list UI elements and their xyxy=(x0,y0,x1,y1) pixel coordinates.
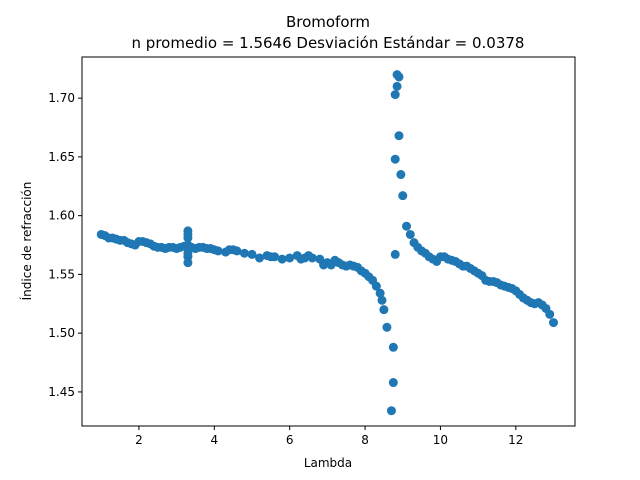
y-tick-label: 1.50 xyxy=(48,326,75,340)
y-tick-label: 1.60 xyxy=(48,209,75,223)
point xyxy=(545,309,555,319)
y-axis-label: Índice de refracción xyxy=(19,182,34,301)
x-tick-label: 2 xyxy=(135,433,143,447)
point xyxy=(247,249,257,259)
x-tick-label: 6 xyxy=(286,433,294,447)
point xyxy=(232,246,242,256)
plot-frame xyxy=(81,56,576,427)
point xyxy=(394,72,404,82)
point xyxy=(390,249,400,259)
point xyxy=(371,281,381,291)
point xyxy=(375,288,385,298)
chart-subtitle: n promedio = 1.5646 Desviación Estándar … xyxy=(132,34,525,52)
x-tick-label: 12 xyxy=(508,433,523,447)
y-tick-label: 1.70 xyxy=(48,91,75,105)
point xyxy=(183,258,193,268)
point xyxy=(388,342,398,352)
point xyxy=(277,254,287,264)
y-tick-label: 1.45 xyxy=(48,385,75,399)
y-tick-label: 1.65 xyxy=(48,150,75,164)
point xyxy=(390,90,400,100)
chart-title: Bromoform xyxy=(286,13,370,31)
point xyxy=(396,170,406,180)
point xyxy=(213,246,223,256)
point xyxy=(398,191,408,201)
y-tick-label: 1.55 xyxy=(48,267,75,281)
point xyxy=(390,154,400,164)
point xyxy=(270,252,280,262)
point xyxy=(405,229,415,239)
x-axis-label: Lambda xyxy=(304,456,352,470)
point xyxy=(379,305,389,315)
point xyxy=(307,253,317,263)
point xyxy=(402,221,412,231)
point xyxy=(183,233,193,243)
point xyxy=(388,378,398,388)
point xyxy=(239,248,249,258)
point xyxy=(255,253,265,263)
point xyxy=(382,322,392,332)
point xyxy=(377,295,387,305)
point xyxy=(392,81,402,91)
point xyxy=(549,318,559,328)
point xyxy=(386,406,396,416)
point xyxy=(285,253,295,263)
x-tick-label: 4 xyxy=(210,433,218,447)
x-tick-label: 10 xyxy=(433,433,448,447)
point xyxy=(394,131,404,141)
x-tick-label: 8 xyxy=(361,433,369,447)
